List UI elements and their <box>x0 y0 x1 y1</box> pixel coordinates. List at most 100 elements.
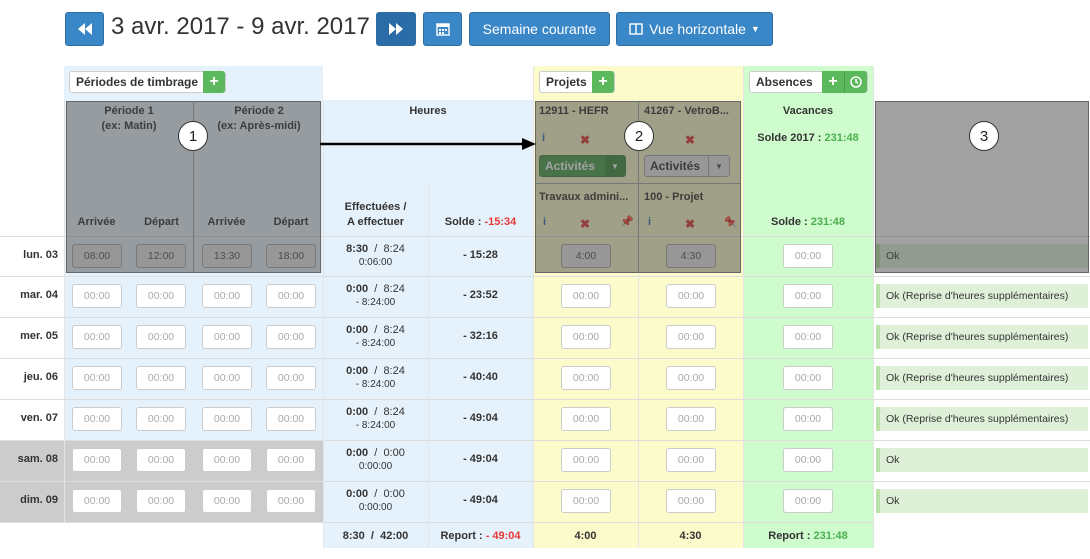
separator: / <box>368 324 384 336</box>
horizontal-view-dropdown[interactable]: Vue horizontale ▼ <box>616 12 773 46</box>
footer-absence-report-label: Report : <box>768 530 814 542</box>
status-cell: Ok (Reprise d'heures supplémentaires) <box>876 284 1088 308</box>
hours-todo: 8:24 <box>383 243 405 255</box>
row-balance: - 32:16 <box>463 330 498 342</box>
time-input[interactable]: 00:00 <box>202 284 252 308</box>
separator: / <box>368 365 384 377</box>
horizontal-view-label: Vue horizontale <box>649 21 746 37</box>
absence-balance-2017: Solde 2017 : 231:48 <box>743 131 873 146</box>
calendar-button[interactable] <box>423 12 462 46</box>
project-hours-input[interactable]: 00:00 <box>666 284 716 308</box>
time-input[interactable]: 00:00 <box>136 448 186 472</box>
time-input[interactable]: 00:00 <box>72 284 122 308</box>
time-input[interactable]: 00:00 <box>72 366 122 390</box>
absences-section-label: Absences <box>756 75 813 89</box>
current-week-button[interactable]: Semaine courante <box>469 12 610 46</box>
row-balance: - 49:04 <box>463 453 498 465</box>
hours-done-todo: 0:00 / 0:00 <box>323 487 428 501</box>
time-input[interactable]: 00:00 <box>266 325 316 349</box>
time-input[interactable]: 00:00 <box>202 448 252 472</box>
hours-cell: 0:00 / 0:00 0:00:00 <box>323 487 428 515</box>
add-project-button[interactable]: + <box>592 71 614 93</box>
absence-vacation-title: Vacances <box>782 105 834 117</box>
add-period-button[interactable]: + <box>203 71 225 93</box>
callout-2: 2 <box>624 121 654 151</box>
absence-input[interactable]: 00:00 <box>783 284 833 308</box>
time-input[interactable]: 00:00 <box>136 489 186 513</box>
caret-down-icon: ▼ <box>750 24 760 34</box>
row-divider <box>0 522 873 523</box>
time-input[interactable]: 00:00 <box>266 489 316 513</box>
absence-input[interactable]: 00:00 <box>783 407 833 431</box>
clock-button[interactable] <box>844 71 867 93</box>
time-input[interactable]: 00:00 <box>136 407 186 431</box>
project-hours-input[interactable]: 00:00 <box>666 366 716 390</box>
time-input[interactable]: 00:00 <box>136 325 186 349</box>
absence-input[interactable]: 00:00 <box>783 448 833 472</box>
status-cell: Ok (Reprise d'heures supplémentaires) <box>876 366 1088 390</box>
time-input[interactable]: 00:00 <box>266 284 316 308</box>
time-input[interactable]: 00:00 <box>202 489 252 513</box>
next-week-button[interactable] <box>376 12 416 46</box>
hours-done: 0:00 <box>346 447 369 459</box>
hours-cell: 0:00 / 8:24- 8:24:00 <box>323 323 428 351</box>
col-divider <box>873 66 874 548</box>
project-hours-input[interactable]: 00:00 <box>561 407 611 431</box>
project-hours-input[interactable]: 00:00 <box>561 489 611 513</box>
time-input[interactable]: 00:00 <box>202 325 252 349</box>
time-input[interactable]: 00:00 <box>72 489 122 513</box>
project-hours-input[interactable]: 00:00 <box>561 448 611 472</box>
hours-todo: 8:24 <box>383 324 405 336</box>
hours-diff: - 8:24:00 <box>355 297 396 308</box>
hours-done: 8:30 <box>346 243 369 255</box>
col-divider <box>428 184 429 548</box>
separator: / <box>368 283 384 295</box>
project-hours-input[interactable]: 00:00 <box>561 366 611 390</box>
day-label: sam. 08 <box>17 453 58 465</box>
day-label: dim. 09 <box>20 494 58 506</box>
time-input[interactable]: 00:00 <box>72 448 122 472</box>
time-input[interactable]: 00:00 <box>266 448 316 472</box>
hours-cell: 8:30 / 8:24 0:06:00 <box>323 242 428 270</box>
row-balance: - 49:04 <box>463 412 498 424</box>
hours-todo: 0:00 <box>383 447 405 459</box>
time-input[interactable]: 00:00 <box>136 284 186 308</box>
hours-done-label: Effectuées / <box>344 201 407 213</box>
project-hours-input[interactable]: 00:00 <box>561 325 611 349</box>
absence-input[interactable]: 00:00 <box>783 366 833 390</box>
project-hours-input[interactable]: 00:00 <box>561 284 611 308</box>
time-input[interactable]: 00:00 <box>72 407 122 431</box>
time-input[interactable]: 00:00 <box>266 407 316 431</box>
col-divider <box>533 66 534 548</box>
previous-week-button[interactable] <box>65 12 104 46</box>
time-input[interactable]: 00:00 <box>136 366 186 390</box>
footer-report-value: - 49:04 <box>485 530 521 542</box>
hours-done-header: Effectuées / A effectuer <box>323 200 428 230</box>
absence-input[interactable]: 00:00 <box>783 489 833 513</box>
project-hours-input[interactable]: 00:00 <box>666 325 716 349</box>
add-absence-button[interactable]: + <box>822 71 844 93</box>
footer-absence-report: Report : 231:48 <box>743 529 873 543</box>
row-divider <box>0 317 1090 318</box>
hours-done-todo: 0:00 / 8:24 <box>323 405 428 419</box>
time-input[interactable]: 00:00 <box>202 366 252 390</box>
project-hours-input[interactable]: 00:00 <box>666 448 716 472</box>
project-hours-input[interactable]: 00:00 <box>666 407 716 431</box>
row-divider <box>0 440 1090 441</box>
hours-balance-label: Solde : <box>444 216 485 228</box>
absence-input[interactable]: 00:00 <box>783 244 833 268</box>
time-input[interactable]: 00:00 <box>72 325 122 349</box>
project-hours-input[interactable]: 00:00 <box>666 489 716 513</box>
row-balance: - 49:04 <box>463 494 498 506</box>
footer-total-todo: 42:00 <box>380 530 409 542</box>
hours-cell: 0:00 / 8:24- 8:24:00 <box>323 364 428 392</box>
calendar-icon <box>435 23 450 36</box>
hours-done-todo: 0:00 / 8:24 <box>323 364 428 378</box>
double-right-icon <box>389 23 403 35</box>
time-input[interactable]: 00:00 <box>202 407 252 431</box>
hours-done: 0:00 <box>346 324 369 336</box>
row-divider <box>0 358 1090 359</box>
time-input[interactable]: 00:00 <box>266 366 316 390</box>
absence-input[interactable]: 00:00 <box>783 325 833 349</box>
hours-cell: 0:00 / 8:24- 8:24:00 <box>323 282 428 310</box>
